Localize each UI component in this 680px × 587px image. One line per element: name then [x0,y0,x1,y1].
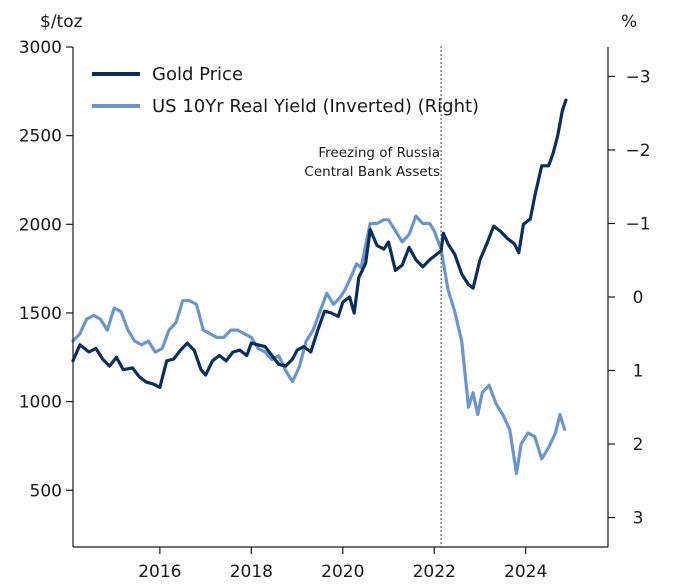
x-tick-label-2018: 2018 [230,562,273,582]
y-right-tick-label-0: 0 [633,288,644,308]
annotation-text-line-1: Freezing of Russia [318,145,440,161]
legend-label-gold-price: Gold Price [152,64,243,85]
ticks-layer: 2016 2018 2020 2022 2024 500 1000 1500 2000 2500 3… [19,38,651,582]
y-right-unit-label: % [621,12,637,32]
y-right-tick-label-3: 3 [633,509,644,529]
y-right-tick-label--2: −2 [625,141,650,161]
y-left-tick-label-3000: 3000 [19,38,62,58]
y-left-tick-label-1000: 1000 [19,393,62,413]
series-layer [71,98,568,476]
x-tick-label-2016: 2016 [138,562,181,582]
y-left-unit-label: $/toz [40,12,83,32]
x-tick-label-2020: 2020 [321,562,364,582]
legend: Gold Price US 10Yr Real Yield (Inverted)… [92,64,479,117]
series-line-us-10yr-real-yield-inverted-right [71,214,567,476]
y-left-tick-label-500: 500 [30,481,62,501]
series-line-gold-price [71,98,568,389]
y-left-tick-label-1500: 1500 [19,304,62,324]
y-right-tick-label-1: 1 [633,362,644,382]
x-tick-label-2022: 2022 [413,562,456,582]
x-tick-label-2024: 2024 [504,562,547,582]
legend-label-real-yield: US 10Yr Real Yield (Inverted) (Right) [152,96,479,117]
y-left-tick-label-2000: 2000 [19,215,62,235]
y-left-tick-label-2500: 2500 [19,127,62,147]
annotation-text-line-2: Central Bank Assets [304,164,440,180]
y-right-tick-label-2: 2 [633,435,644,455]
y-right-tick-label--3: −3 [625,67,650,87]
y-right-tick-label--1: −1 [625,214,650,234]
